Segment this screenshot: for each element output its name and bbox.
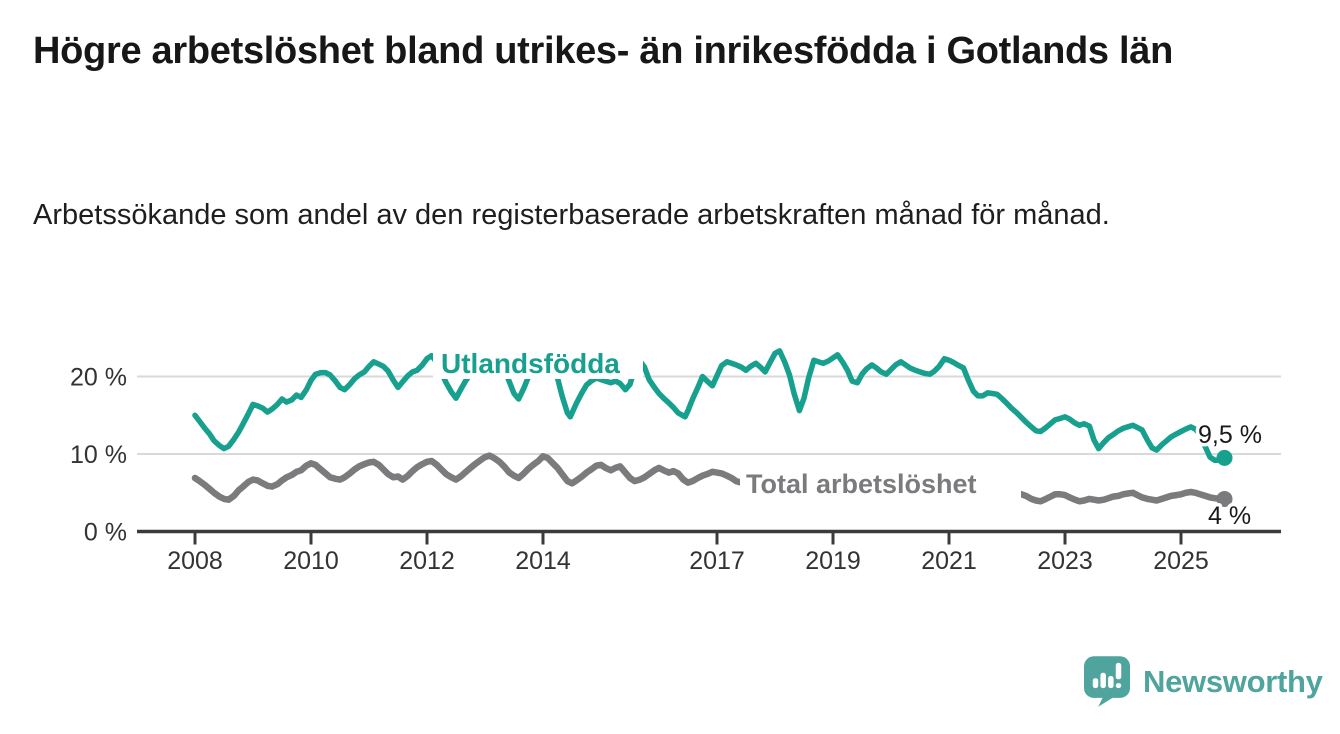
- x-axis-label-2012: 2012: [399, 547, 455, 575]
- y-axis-label-0-percent: 0 %: [84, 519, 127, 547]
- x-axis-label-2014: 2014: [515, 547, 571, 575]
- series-label-total: Total arbetslöshet: [746, 469, 977, 499]
- x-axis-label-2010: 2010: [283, 547, 339, 575]
- series-line-total: [191, 452, 1228, 505]
- logo-wordmark: Newsworthy: [1143, 663, 1323, 699]
- series-label-underlay-utlandsfodda: [433, 349, 643, 379]
- end-dot-utlandsfodda: [1216, 449, 1233, 466]
- series-label-utlandsfodda: Utlandsfödda: [441, 348, 620, 379]
- series-line-utlandsfodda: [192, 348, 1228, 463]
- x-axis-label-2023: 2023: [1037, 547, 1093, 575]
- x-axis-label-2025: 2025: [1153, 547, 1209, 575]
- end-dot-total: [1216, 490, 1233, 507]
- end-value-label-total: 4 %: [1208, 502, 1251, 530]
- newsworthy-logo-icon: [1084, 656, 1130, 707]
- page-title: Högre arbetslöshet bland utrikes- än inr…: [33, 30, 1174, 72]
- chart-subtitle: Arbetssökande som andel av den registerb…: [33, 199, 1110, 231]
- end-value-label-utlandsfodda: 9,5 %: [1198, 421, 1262, 449]
- x-axis-label-2017: 2017: [689, 547, 745, 575]
- y-axis-label-20-percent: 20 %: [70, 364, 127, 392]
- x-axis-label-2008: 2008: [167, 547, 223, 575]
- y-axis-label-10-percent: 10 %: [70, 441, 127, 469]
- x-axis-label-2021: 2021: [921, 547, 977, 575]
- series-label-underlay-total: [740, 467, 1021, 501]
- x-axis-label-2019: 2019: [805, 547, 861, 575]
- branding: Newsworthy: [1084, 656, 1323, 707]
